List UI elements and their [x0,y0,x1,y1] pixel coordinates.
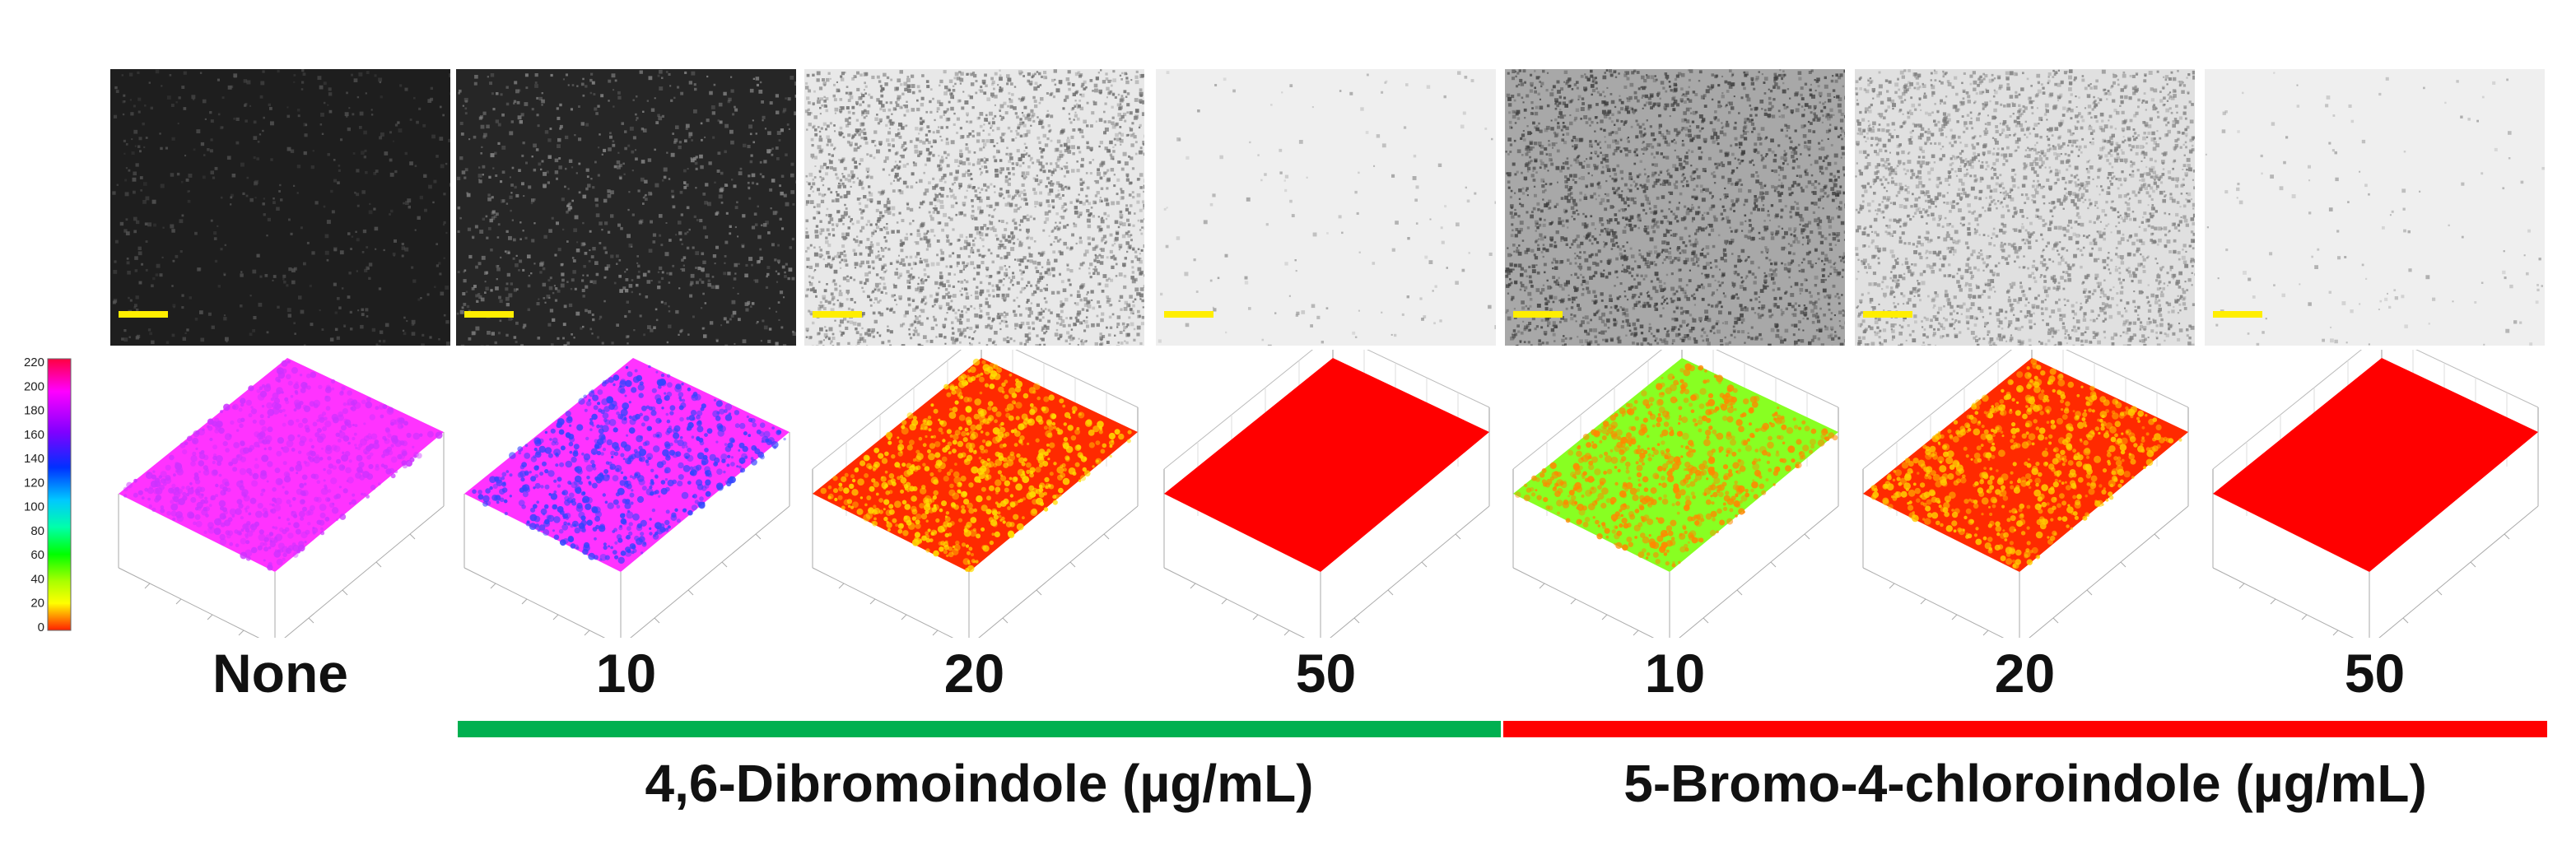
surface-plot-none [110,350,450,638]
surface-plot-dbi-20 [804,350,1144,638]
group-bar-bromochloroindole [1503,721,2547,737]
colorbar-tick-label: 180 [24,404,44,418]
scale-bar [1513,311,1563,318]
scale-bar [1164,311,1213,318]
colorbar-tick-label: 120 [24,476,44,490]
group-label-dibromoindole: 4,6-Dibromoindole (µg/mL) [645,754,1314,813]
surface-plot-dbi-50 [1156,350,1496,638]
scale-bar [464,311,514,318]
micrograph-background [456,69,796,346]
label-bci-20: 20 [1994,643,2056,704]
label-bci-50: 50 [2344,643,2406,704]
scale-bar [2213,311,2262,318]
label-dbi-10: 10 [595,643,657,704]
scale-bar [1863,311,1912,318]
surface-plot-bci-50 [2205,350,2545,638]
micrograph-bci-20 [1855,69,2195,346]
micrograph-background [2205,69,2545,346]
surface-plot-bci-10 [1505,350,1845,638]
surface [2213,358,2538,572]
label-none: None [212,643,348,704]
colorbar-tick-label: 0 [38,620,44,634]
group-label-bromochloroindole: 5-Bromo-4-chloroindole (µg/mL) [1623,754,2427,813]
colorbar-tick-label: 60 [30,548,44,562]
label-bci-10: 10 [1644,643,1706,704]
surface-plot-bci-20 [1855,350,2195,638]
micrograph-dbi-50 [1156,69,1496,346]
colorbar-tick-label: 160 [24,428,44,442]
surface-plot-dbi-10 [456,350,796,638]
micrograph-bci-50 [2205,69,2545,346]
scale-bar [119,311,168,318]
colorbar-tick-label: 80 [30,524,44,538]
micrograph-background [110,69,450,346]
label-dbi-20: 20 [943,643,1005,704]
group-bar-dibromoindole [458,721,1501,737]
micrograph-dbi-10 [456,69,796,346]
colorbar-tick-label: 40 [30,572,44,586]
colorbar-tick-label: 200 [24,379,44,393]
surface [464,358,790,572]
surface [1164,358,1489,572]
micrograph-none [110,69,450,346]
scale-bar [813,311,862,318]
colorbar-tick-label: 140 [24,452,44,466]
label-dbi-50: 50 [1295,643,1357,704]
micrograph-background [804,69,1144,346]
colorbar-tick-label: 220 [24,355,44,369]
micrograph-dbi-20 [804,69,1144,346]
colorbar-tick-label: 20 [30,597,44,611]
micrograph-bci-10 [1505,69,1845,346]
colorbar-tick-label: 100 [24,500,44,514]
micrograph-background [1156,69,1496,346]
